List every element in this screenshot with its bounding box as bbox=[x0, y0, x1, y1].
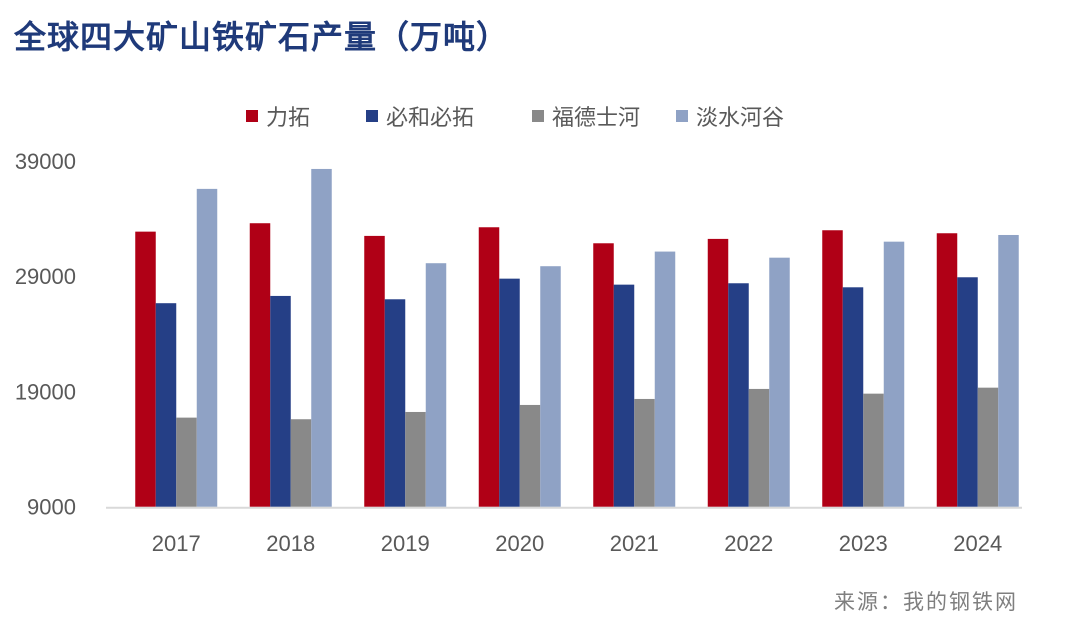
y-tick-label: 9000 bbox=[27, 495, 76, 520]
y-tick-label: 39000 bbox=[15, 149, 76, 174]
x-tick-label: 2018 bbox=[266, 531, 315, 556]
legend-label: 淡水河谷 bbox=[696, 106, 784, 131]
legend-swatch-0 bbox=[246, 110, 258, 122]
bar-2017-0 bbox=[135, 231, 156, 507]
source-note: 来源：我的钢铁网 bbox=[834, 590, 1018, 614]
bar-2021-3 bbox=[654, 251, 676, 507]
bar-2017-1 bbox=[155, 303, 177, 507]
bar-2020-2 bbox=[519, 404, 541, 507]
bar-2020-3 bbox=[540, 266, 561, 507]
bar-2023-0 bbox=[822, 230, 843, 507]
chart-title: 全球四大矿山铁矿石产量（万吨） bbox=[14, 18, 510, 56]
bar-2021-0 bbox=[593, 243, 614, 507]
bar-2020-1 bbox=[499, 278, 520, 507]
bar-2020-0 bbox=[478, 227, 500, 507]
x-tick-label: 2019 bbox=[381, 531, 430, 556]
bar-2021-1 bbox=[613, 284, 635, 507]
x-tick-label: 2023 bbox=[839, 531, 888, 556]
bar-2022-0 bbox=[707, 238, 729, 507]
bar-2019-2 bbox=[405, 411, 426, 507]
bar-2023-1 bbox=[842, 287, 864, 507]
x-tick-label: 2017 bbox=[152, 531, 201, 556]
legend-swatch-2 bbox=[532, 110, 544, 122]
legend-label: 必和必拓 bbox=[386, 106, 474, 131]
bar-2024-3 bbox=[998, 234, 1019, 507]
y-tick-label: 29000 bbox=[15, 264, 76, 289]
x-tick-label: 2022 bbox=[724, 531, 773, 556]
y-tick-label: 19000 bbox=[15, 379, 76, 404]
bar-2019-0 bbox=[364, 235, 385, 507]
legend-swatch-1 bbox=[366, 110, 378, 122]
bar-2018-3 bbox=[311, 168, 332, 507]
bar-2018-0 bbox=[249, 223, 271, 507]
x-tick-label: 2021 bbox=[610, 531, 659, 556]
bar-2024-0 bbox=[936, 233, 958, 507]
bar-2019-3 bbox=[425, 263, 447, 507]
bar-2022-1 bbox=[728, 283, 749, 507]
bar-2018-1 bbox=[270, 295, 291, 507]
bar-2024-2 bbox=[977, 387, 999, 507]
x-tick-label: 2024 bbox=[953, 531, 1002, 556]
legend-swatch-3 bbox=[676, 110, 688, 122]
bar-2019-1 bbox=[384, 299, 406, 507]
bar-2022-2 bbox=[748, 388, 770, 507]
bar-2018-2 bbox=[290, 419, 312, 507]
bar-2023-3 bbox=[883, 241, 905, 507]
legend-label: 福德士河 bbox=[552, 106, 640, 131]
bar-2022-3 bbox=[769, 257, 790, 507]
x-tick-label: 2020 bbox=[495, 531, 544, 556]
bar-2017-2 bbox=[176, 417, 197, 507]
bar-2024-1 bbox=[957, 277, 978, 507]
bar-2023-2 bbox=[863, 393, 884, 507]
legend-label: 力拓 bbox=[266, 106, 310, 131]
bar-2017-3 bbox=[196, 188, 218, 507]
bar-2021-2 bbox=[634, 398, 655, 507]
